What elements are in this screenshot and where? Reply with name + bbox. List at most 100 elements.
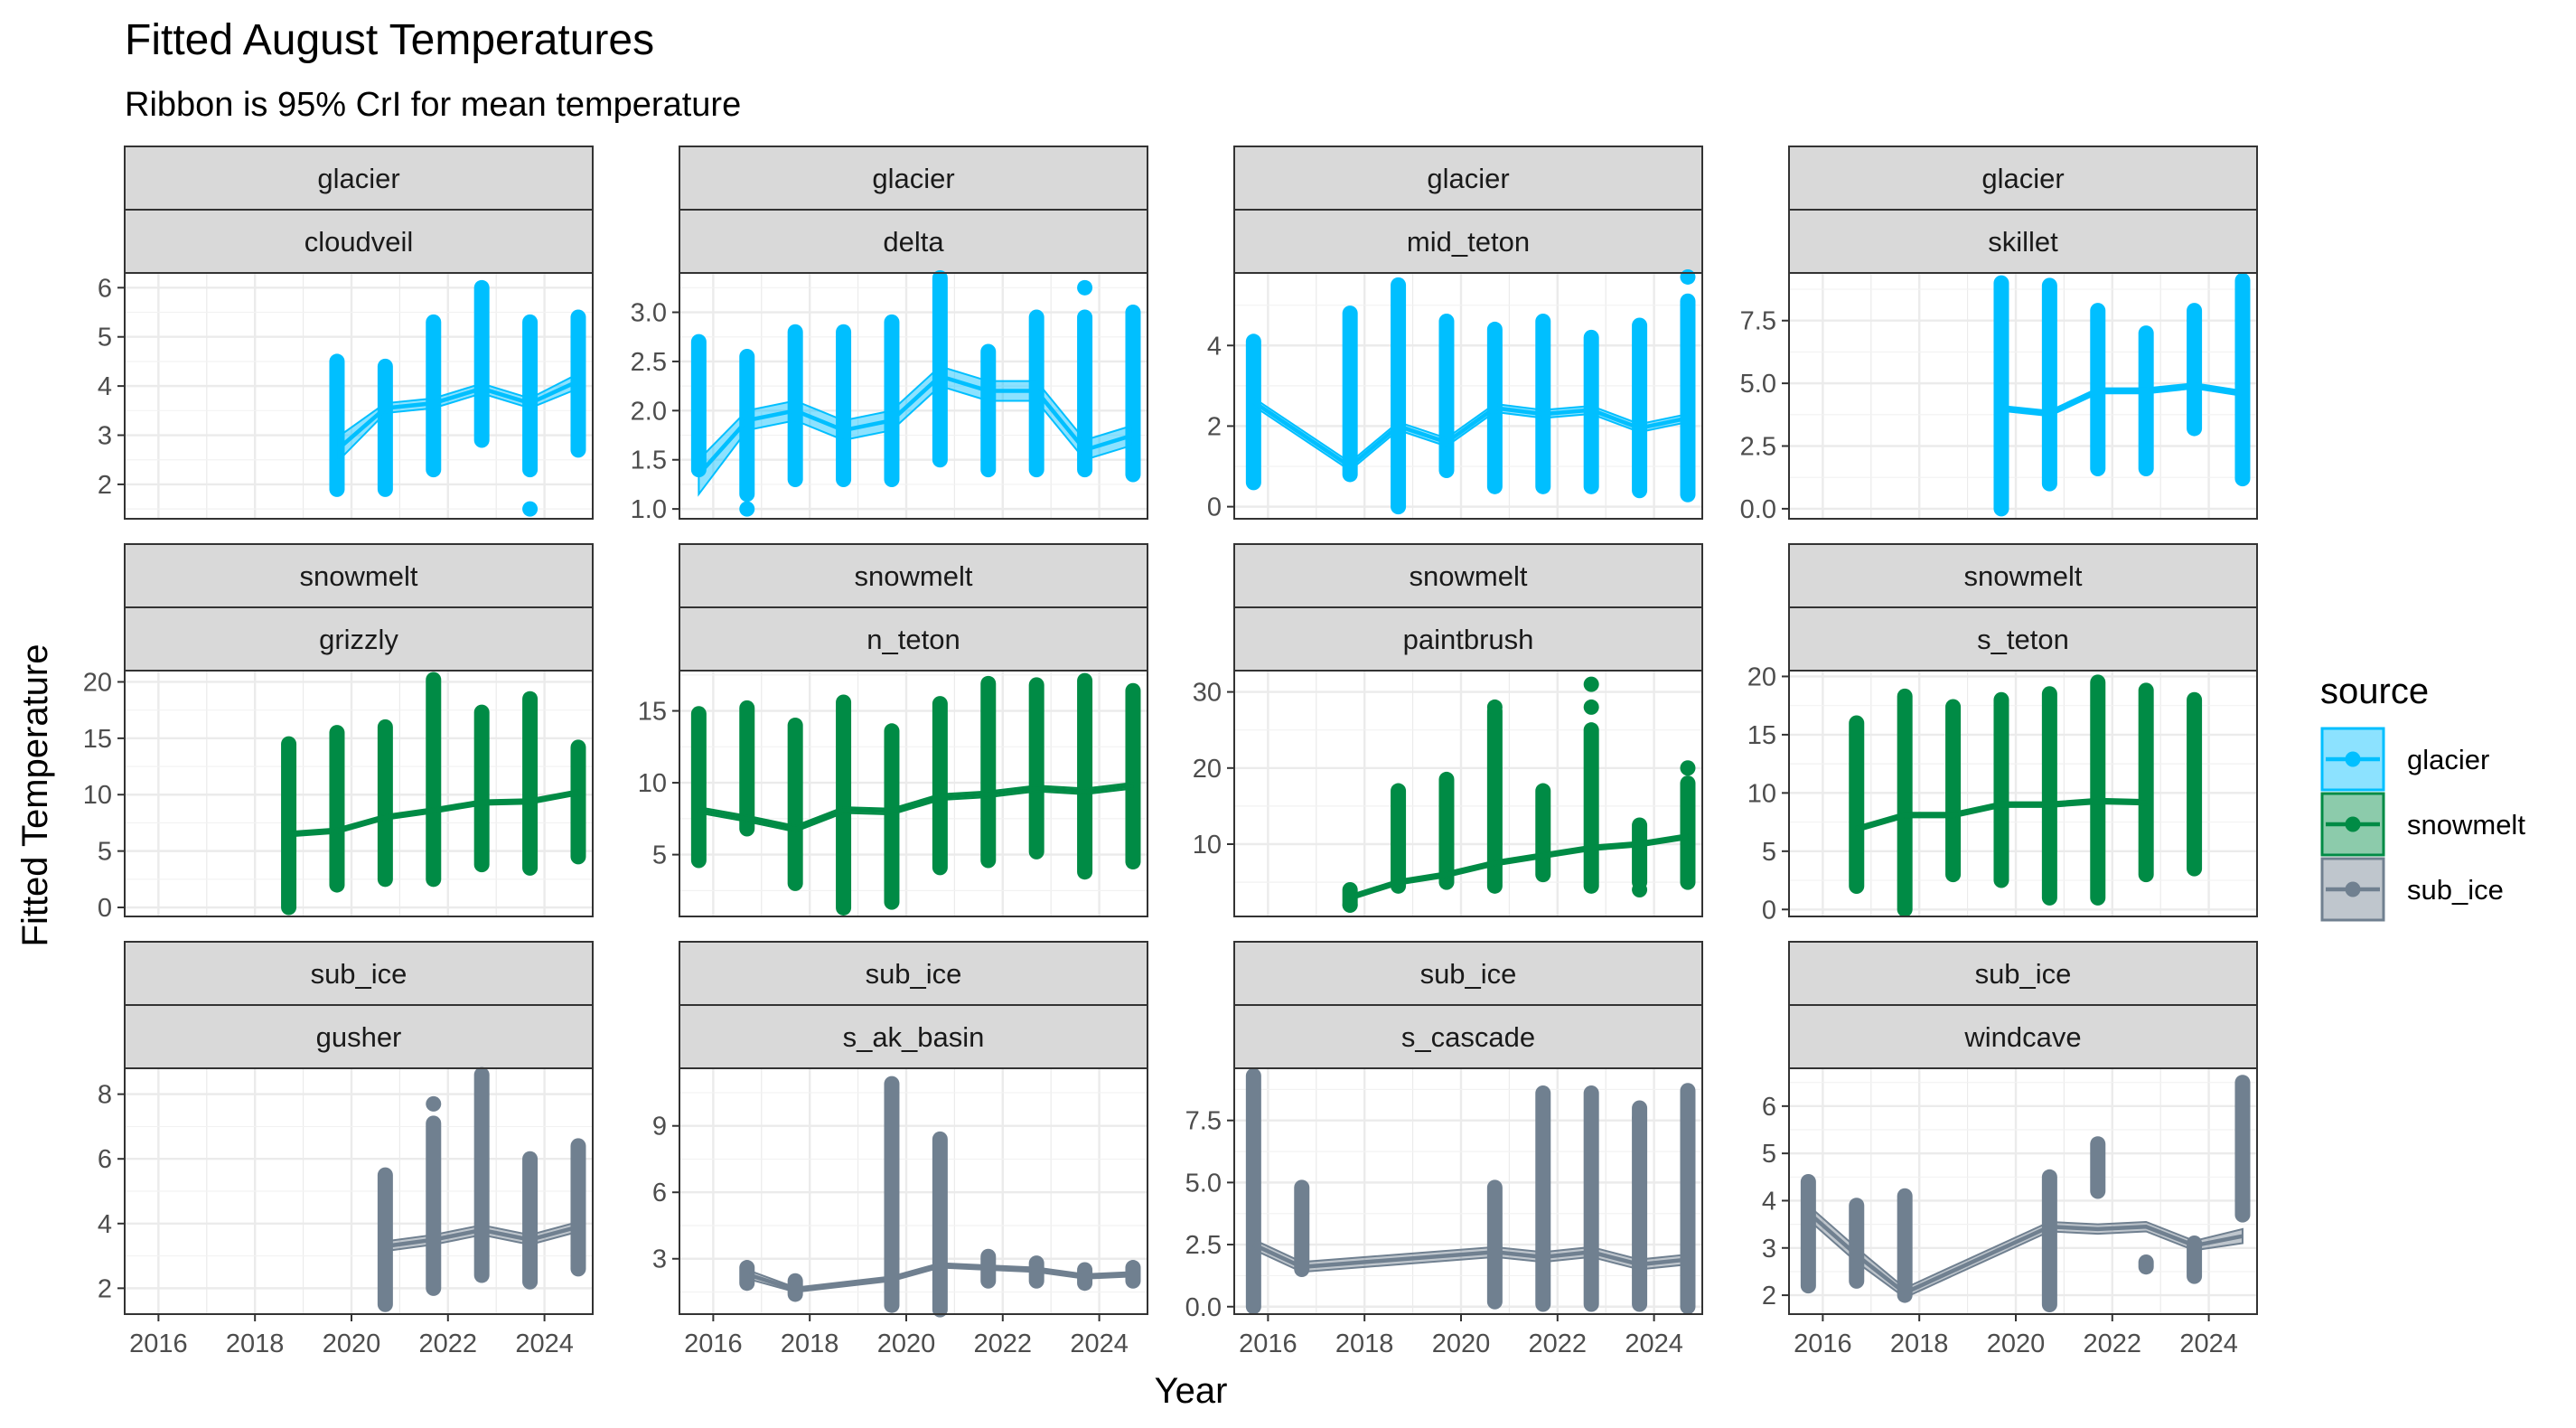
x-axis-label: Year bbox=[1155, 1371, 1228, 1411]
facet-windcave: sub_ice windcave 2 3 4 5 6 2016 2018 2020 2022 2024 bbox=[1762, 941, 2258, 1358]
x-tick-label: 2016 bbox=[129, 1329, 188, 1358]
y-tick-label: 2.5 bbox=[1740, 433, 1776, 462]
data-point bbox=[1486, 699, 1503, 715]
strip-source-label: sub_ice bbox=[311, 958, 407, 990]
legend: source glacier snowmelt sub_ice bbox=[2320, 672, 2525, 922]
y-tick-label: 10 bbox=[638, 769, 667, 798]
x-tick-label: 2020 bbox=[1432, 1329, 1491, 1358]
y-tick-label: 3 bbox=[98, 422, 112, 451]
y-tick-label: 2 bbox=[98, 1274, 112, 1303]
panel-background bbox=[1234, 671, 1702, 916]
legend-item-glacier: glacier bbox=[2320, 727, 2489, 792]
mean-line bbox=[746, 1263, 1134, 1292]
strip-source bbox=[679, 941, 1148, 1006]
facet-skillet: glacier skillet 0.0 2.5 5.0 7.5 bbox=[1740, 146, 2258, 524]
y-tick-label: 3.0 bbox=[631, 299, 667, 328]
x-tick-label: 2016 bbox=[1239, 1329, 1297, 1358]
credible-ribbon bbox=[335, 371, 579, 465]
data-point bbox=[522, 501, 539, 517]
panel-background bbox=[125, 671, 593, 916]
credible-ribbon bbox=[1252, 396, 1689, 472]
strip-site bbox=[1788, 606, 2258, 672]
facet-delta: glacier delta 1.0 1.5 2.0 2.5 3.0 bbox=[631, 146, 1148, 524]
y-tick-label: 10 bbox=[1747, 779, 1776, 808]
strip-site bbox=[679, 1004, 1148, 1069]
mean-line bbox=[335, 379, 579, 452]
y-tick-label: 7.5 bbox=[1740, 307, 1776, 336]
strip-source bbox=[124, 146, 594, 211]
y-tick-label: 30 bbox=[1193, 679, 1222, 708]
y-tick-label: 15 bbox=[1747, 721, 1776, 750]
facet-mid_teton: glacier mid_teton 0 2 4 bbox=[1207, 146, 1703, 522]
facet-panels: glacier cloudveil 2 3 4 5 6 glacier delta 1.0 1.5 2… bbox=[83, 146, 2258, 1358]
strip-site-label: gusher bbox=[316, 1021, 402, 1053]
x-tick-label: 2024 bbox=[1625, 1329, 1683, 1358]
y-tick-label: 2.0 bbox=[631, 397, 667, 426]
credible-ribbon bbox=[384, 1220, 579, 1253]
data-point bbox=[1342, 897, 1358, 913]
x-tick-label: 2020 bbox=[323, 1329, 381, 1358]
data-point bbox=[1583, 699, 1599, 715]
legend-label: glacier bbox=[2407, 744, 2489, 775]
mean-line bbox=[1252, 1243, 1689, 1270]
legend-item-snowmelt: snowmelt bbox=[2320, 792, 2525, 857]
legend-key-point bbox=[2345, 881, 2361, 897]
strip-site-label: grizzly bbox=[319, 624, 398, 655]
data-point bbox=[1632, 1110, 1648, 1126]
y-tick-label: 5 bbox=[1762, 1140, 1776, 1169]
y-tick-label: 4 bbox=[98, 372, 112, 401]
data-point bbox=[739, 501, 755, 517]
y-tick-label: 20 bbox=[1747, 662, 1776, 691]
strip-source bbox=[1233, 543, 1703, 608]
strip-source bbox=[679, 146, 1148, 211]
panel-border bbox=[679, 670, 1148, 917]
x-tick-label: 2022 bbox=[974, 1329, 1033, 1358]
panel-border bbox=[1233, 1067, 1703, 1315]
y-tick-label: 0 bbox=[1207, 493, 1222, 522]
data-point bbox=[1632, 882, 1648, 898]
x-tick-label: 2020 bbox=[1987, 1329, 2046, 1358]
y-tick-label: 5 bbox=[652, 841, 667, 870]
strip-source-label: sub_ice bbox=[1975, 958, 2072, 990]
y-tick-label: 9 bbox=[652, 1113, 667, 1141]
y-tick-label: 2 bbox=[98, 471, 112, 500]
y-tick-label: 6 bbox=[1762, 1093, 1776, 1122]
strip-source-label: glacier bbox=[1427, 163, 1509, 194]
panel-background bbox=[125, 273, 593, 519]
mean-line bbox=[1856, 799, 2147, 831]
y-tick-label: 2.5 bbox=[631, 348, 667, 377]
legend-item-sub_ice: sub_ice bbox=[2320, 857, 2504, 922]
panel-border bbox=[1788, 272, 2258, 520]
strip-source bbox=[1788, 941, 2258, 1006]
facet-cloudveil: glacier cloudveil 2 3 4 5 6 bbox=[98, 146, 594, 520]
strip-source bbox=[1788, 146, 2258, 211]
y-tick-label: 6 bbox=[652, 1179, 667, 1207]
y-tick-label: 8 bbox=[98, 1081, 112, 1110]
strip-source bbox=[679, 543, 1148, 608]
credible-ribbon bbox=[698, 365, 1134, 497]
x-tick-label: 2022 bbox=[1529, 1329, 1588, 1358]
panel-border bbox=[124, 670, 594, 917]
facet-s_ak_basin: sub_ice s_ak_basin 3 6 9 2016 2018 2020 2022 2024 bbox=[652, 941, 1148, 1358]
strip-site bbox=[679, 606, 1148, 672]
panel-border bbox=[679, 1067, 1148, 1315]
y-tick-label: 4 bbox=[98, 1210, 112, 1239]
mean-line bbox=[1806, 1210, 2243, 1296]
y-tick-label: 20 bbox=[1193, 755, 1222, 784]
strip-source-label: snowmelt bbox=[1964, 560, 2083, 592]
x-tick-label: 2020 bbox=[877, 1329, 936, 1358]
legend-label: snowmelt bbox=[2407, 809, 2525, 841]
mean-line bbox=[1252, 399, 1689, 469]
data-point bbox=[1680, 268, 1696, 285]
strip-site bbox=[1233, 1004, 1703, 1069]
strip-source-label: glacier bbox=[317, 163, 399, 194]
y-tick-label: 15 bbox=[83, 725, 112, 754]
y-tick-label: 0.0 bbox=[1740, 495, 1776, 524]
mean-line bbox=[385, 1225, 579, 1249]
x-tick-label: 2018 bbox=[1890, 1329, 1949, 1358]
facet-s_cascade: sub_ice s_cascade 0.0 2.5 5.0 7.5 2016 2018 2020… bbox=[1185, 941, 1703, 1358]
facet-s_teton: snowmelt s_teton 0 5 10 15 20 bbox=[1747, 543, 2258, 925]
y-tick-label: 20 bbox=[83, 668, 112, 697]
